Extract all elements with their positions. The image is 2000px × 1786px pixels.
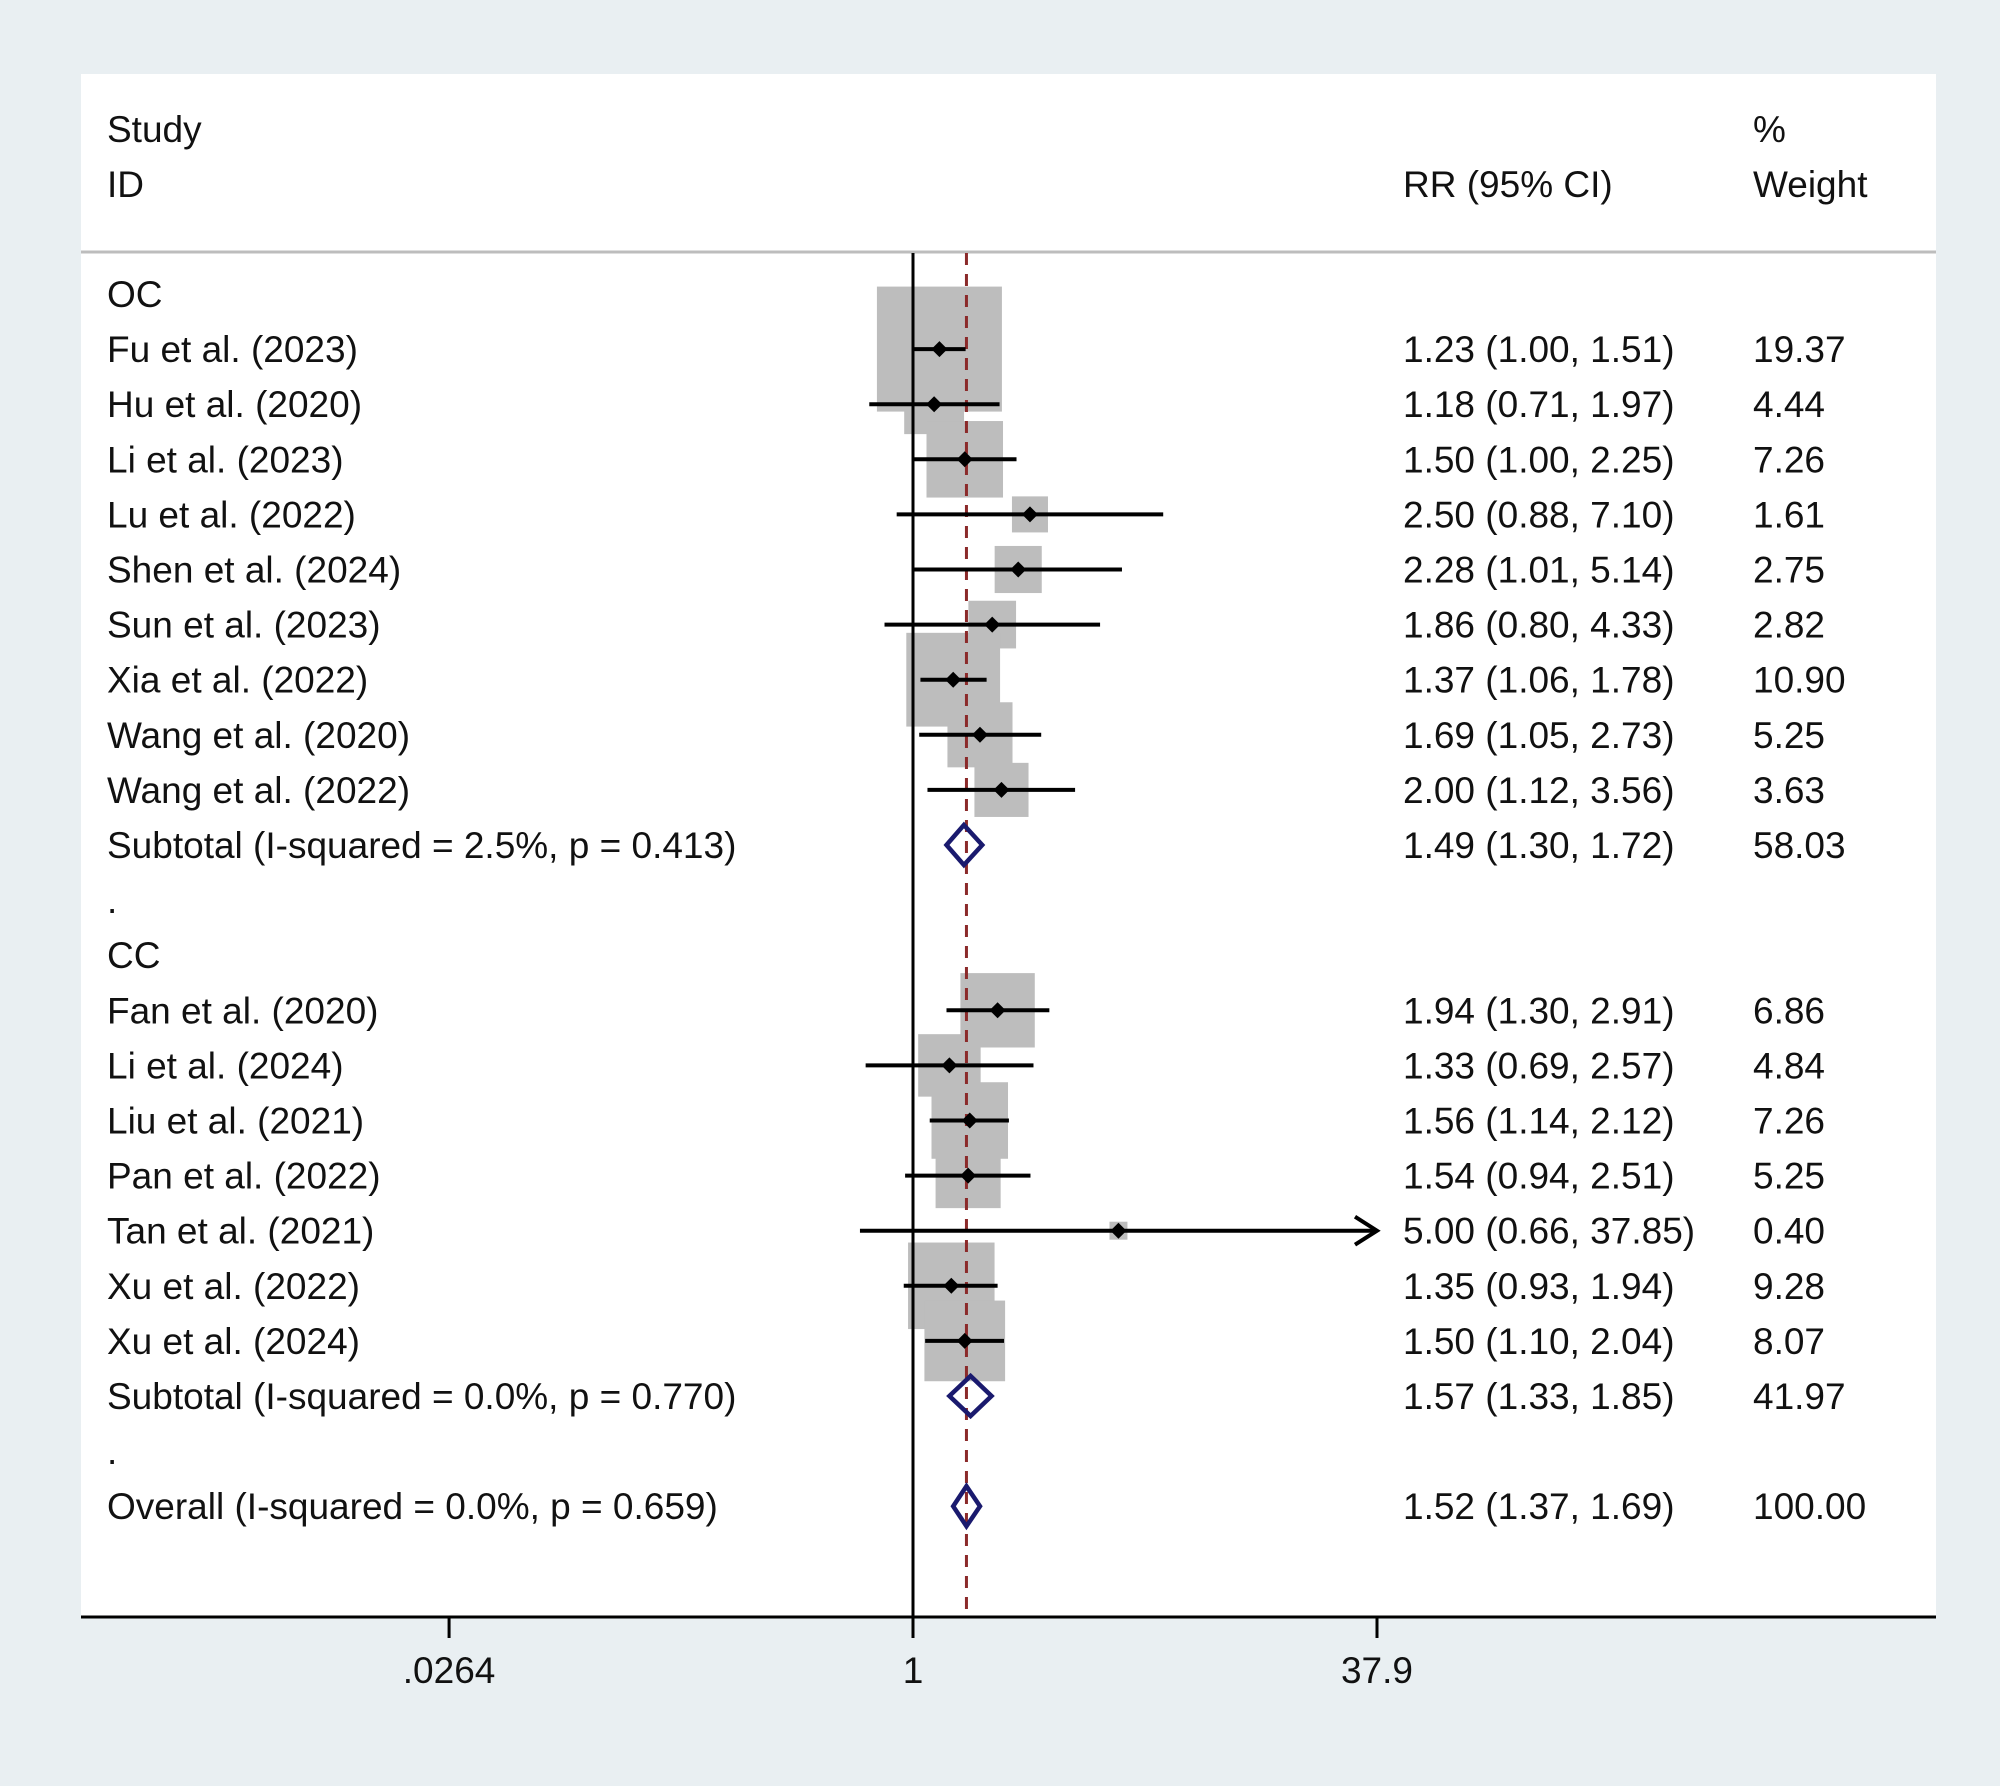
ci-text: 1.35 (0.93, 1.94) [1403, 1266, 1675, 1307]
study-label: Lu et al. (2022) [107, 494, 356, 535]
ci-text: 1.33 (0.69, 2.57) [1403, 1045, 1675, 1086]
point-estimate [989, 1002, 1006, 1019]
study-label: Li et al. (2023) [107, 439, 344, 480]
point-estimate [943, 1277, 960, 1294]
weight-text: 5.25 [1753, 715, 1825, 756]
x-tick-label: 1 [903, 1650, 924, 1691]
ci-text: 1.69 (1.05, 2.73) [1403, 715, 1675, 756]
ci-text: 2.28 (1.01, 5.14) [1403, 550, 1675, 591]
study-label: Wang et al. (2022) [107, 770, 410, 811]
ci-text: 1.57 (1.33, 1.85) [1403, 1376, 1675, 1417]
x-tick-label: 37.9 [1341, 1650, 1413, 1691]
x-axis: .0264 1 37.9 [81, 1615, 1936, 1691]
row-labels: OC Fu et al. (2023) 1.23 (1.00, 1.51) 19.37… [107, 274, 1866, 1527]
point-estimate [984, 616, 1001, 633]
study-label: Xia et al. (2022) [107, 660, 368, 701]
weight-text: 19.37 [1753, 329, 1846, 370]
weight-text: 7.26 [1753, 439, 1825, 480]
x-tick-label: .0264 [403, 1650, 496, 1691]
ci-text: 1.23 (1.00, 1.51) [1403, 329, 1675, 370]
ci-text: 2.50 (0.88, 7.10) [1403, 494, 1675, 535]
subtotal-diamond [943, 821, 986, 869]
weight-text: 3.63 [1753, 770, 1825, 811]
group-label: OC [107, 274, 163, 315]
ci-arrow [1353, 1215, 1381, 1247]
study-label: Pan et al. (2022) [107, 1156, 381, 1197]
weight-text: 58.03 [1753, 825, 1846, 866]
weight-text: 0.40 [1753, 1211, 1825, 1252]
subtotal-label: Subtotal (I-squared = 0.0%, p = 0.770) [107, 1376, 736, 1417]
ci-text: 1.37 (1.06, 1.78) [1403, 660, 1675, 701]
spacer-label: . [107, 1431, 117, 1472]
ci-text: 1.54 (0.94, 2.51) [1403, 1156, 1675, 1197]
header-weight: Weight [1753, 164, 1868, 205]
weight-text: 1.61 [1753, 494, 1825, 535]
study-label: Liu et al. (2021) [107, 1101, 364, 1142]
ci-text: 1.56 (1.14, 2.12) [1403, 1101, 1675, 1142]
study-label: Xu et al. (2024) [107, 1321, 360, 1362]
overall-diamond [950, 1482, 983, 1531]
group-label: CC [107, 935, 160, 976]
ci-text: 5.00 (0.66, 37.85) [1403, 1211, 1695, 1252]
weight-text: 4.44 [1753, 384, 1825, 425]
weight-text: 4.84 [1753, 1045, 1825, 1086]
weight-text: 10.90 [1753, 660, 1846, 701]
weight-text: 9.28 [1753, 1266, 1825, 1307]
reference-lines [911, 253, 968, 1616]
point-estimate [960, 1167, 977, 1184]
weight-text: 6.86 [1753, 990, 1825, 1031]
ci-text: 1.94 (1.30, 2.91) [1403, 990, 1675, 1031]
spacer-label: . [107, 880, 117, 921]
weight-text: 100.00 [1753, 1486, 1866, 1527]
ci-text: 2.00 (1.12, 3.56) [1403, 770, 1675, 811]
weight-text: 41.97 [1753, 1376, 1846, 1417]
subtotal-diamond [946, 1372, 995, 1420]
point-estimate [926, 396, 943, 413]
weight-text: 8.07 [1753, 1321, 1825, 1362]
subtotal-label: Subtotal (I-squared = 2.5%, p = 0.413) [107, 825, 736, 866]
point-estimate [961, 1112, 978, 1129]
point-estimate [941, 1057, 958, 1074]
point-estimate [971, 726, 988, 743]
weight-text: 7.26 [1753, 1101, 1825, 1142]
header-effect: RR (95% CI) [1403, 164, 1613, 205]
header-percent: % [1753, 109, 1786, 150]
point-estimate [945, 671, 962, 688]
point-estimate [1010, 561, 1027, 578]
header-study: Study [107, 109, 202, 150]
point-estimate [1021, 506, 1038, 523]
weight-text: 2.75 [1753, 550, 1825, 591]
weight-text: 2.82 [1753, 605, 1825, 646]
ci-text: 1.49 (1.30, 1.72) [1403, 825, 1675, 866]
ci-text: 1.86 (0.80, 4.33) [1403, 605, 1675, 646]
plot-panel [81, 74, 1936, 1618]
point-estimate [993, 781, 1010, 798]
study-label: Tan et al. (2021) [107, 1211, 374, 1252]
header-id: ID [107, 164, 144, 205]
weight-text: 5.25 [1753, 1156, 1825, 1197]
point-estimate [956, 451, 973, 468]
ci-text: 1.50 (1.00, 2.25) [1403, 439, 1675, 480]
ci-marks [859, 341, 1381, 1531]
point-estimate [931, 341, 948, 358]
ci-text: 1.18 (0.71, 1.97) [1403, 384, 1675, 425]
study-label: Sun et al. (2023) [107, 605, 381, 646]
study-label: Fu et al. (2023) [107, 329, 358, 370]
point-estimate [956, 1332, 973, 1349]
point-estimate [1110, 1222, 1127, 1239]
study-label: Li et al. (2024) [107, 1045, 344, 1086]
ci-text: 1.52 (1.37, 1.69) [1403, 1486, 1675, 1527]
overall-label: Overall (I-squared = 0.0%, p = 0.659) [107, 1486, 718, 1527]
study-label: Wang et al. (2020) [107, 715, 410, 756]
study-label: Hu et al. (2020) [107, 384, 362, 425]
ci-text: 1.50 (1.10, 2.04) [1403, 1321, 1675, 1362]
study-label: Fan et al. (2020) [107, 990, 378, 1031]
plot-marks [859, 253, 1381, 1616]
study-label: Shen et al. (2024) [107, 550, 401, 591]
study-label: Xu et al. (2022) [107, 1266, 360, 1307]
